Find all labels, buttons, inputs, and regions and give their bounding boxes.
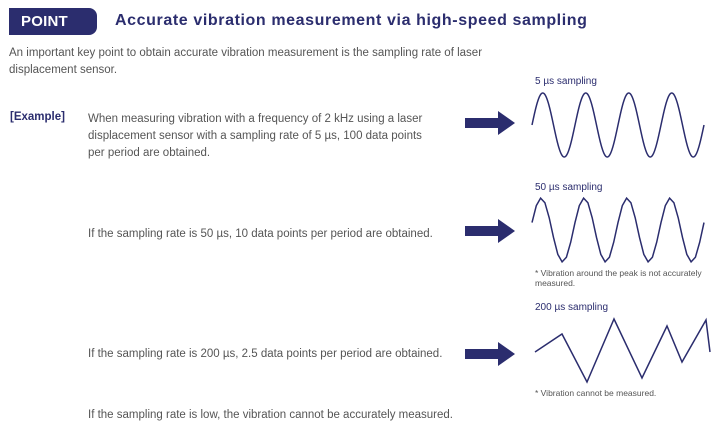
right-arrow-icon [465,111,515,135]
example-text-50us: If the sampling rate is 50 µs, 10 data p… [88,228,433,240]
example-text-200us: If the sampling rate is 200 µs, 2.5 data… [88,348,443,360]
wave-label-5us: 5 µs sampling [535,76,597,87]
sine-wave-5us [531,92,705,158]
example-label: [Example] [10,111,65,123]
example-text-5us: When measuring vibration with a frequenc… [88,113,423,159]
conclusion-text: If the sampling rate is low, the vibrati… [88,409,454,421]
point-badge: POINT [9,8,97,35]
intro-paragraph: An important key point to obtain accurat… [9,47,483,76]
wave-label-50us: 50 µs sampling [535,182,603,193]
right-arrow-icon [465,219,515,243]
note-200us: * Vibration cannot be measured. [535,388,657,398]
sine-wave-50us [531,196,705,264]
note-50us: * Vibration around the peak is not accur… [535,268,702,288]
page-title: Accurate vibration measurement via high-… [115,12,588,29]
wave-label-200us: 200 µs sampling [535,302,609,313]
zigzag-wave-200us [534,317,711,384]
right-arrow-icon [465,342,515,366]
